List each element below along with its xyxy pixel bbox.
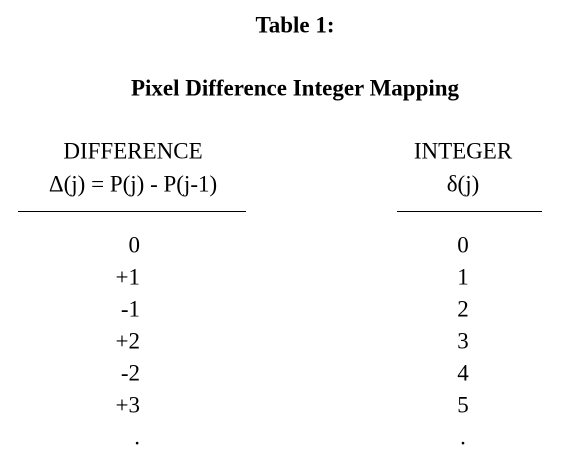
table-subtitle: Pixel Difference Integer Mapping: [131, 75, 460, 100]
column-header: δ(j): [447, 171, 480, 196]
integer-cell: .: [460, 424, 466, 449]
table-title: Table 1:: [255, 12, 334, 37]
difference-cell: -2: [121, 360, 140, 385]
column-header: Δ(j) = P(j) - P(j-1): [49, 171, 217, 196]
difference-cell: 0: [129, 232, 141, 257]
integer-cell: 5: [457, 392, 469, 417]
difference-cell: -1: [121, 296, 140, 321]
difference-cell: .: [134, 424, 140, 449]
integer-cell: 2: [457, 296, 469, 321]
difference-cell: +1: [116, 264, 140, 289]
column-header: DIFFERENCE: [63, 138, 202, 163]
column-header: INTEGER: [414, 138, 513, 163]
integer-cell: 4: [457, 360, 469, 385]
integer-cell: 0: [457, 232, 469, 257]
difference-cell: +3: [116, 392, 140, 417]
integer-cell: 1: [457, 264, 469, 289]
difference-cell: +2: [116, 328, 140, 353]
integer-cell: 3: [457, 328, 469, 353]
